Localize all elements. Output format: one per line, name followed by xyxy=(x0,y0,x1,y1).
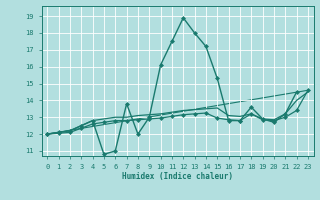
X-axis label: Humidex (Indice chaleur): Humidex (Indice chaleur) xyxy=(122,172,233,181)
